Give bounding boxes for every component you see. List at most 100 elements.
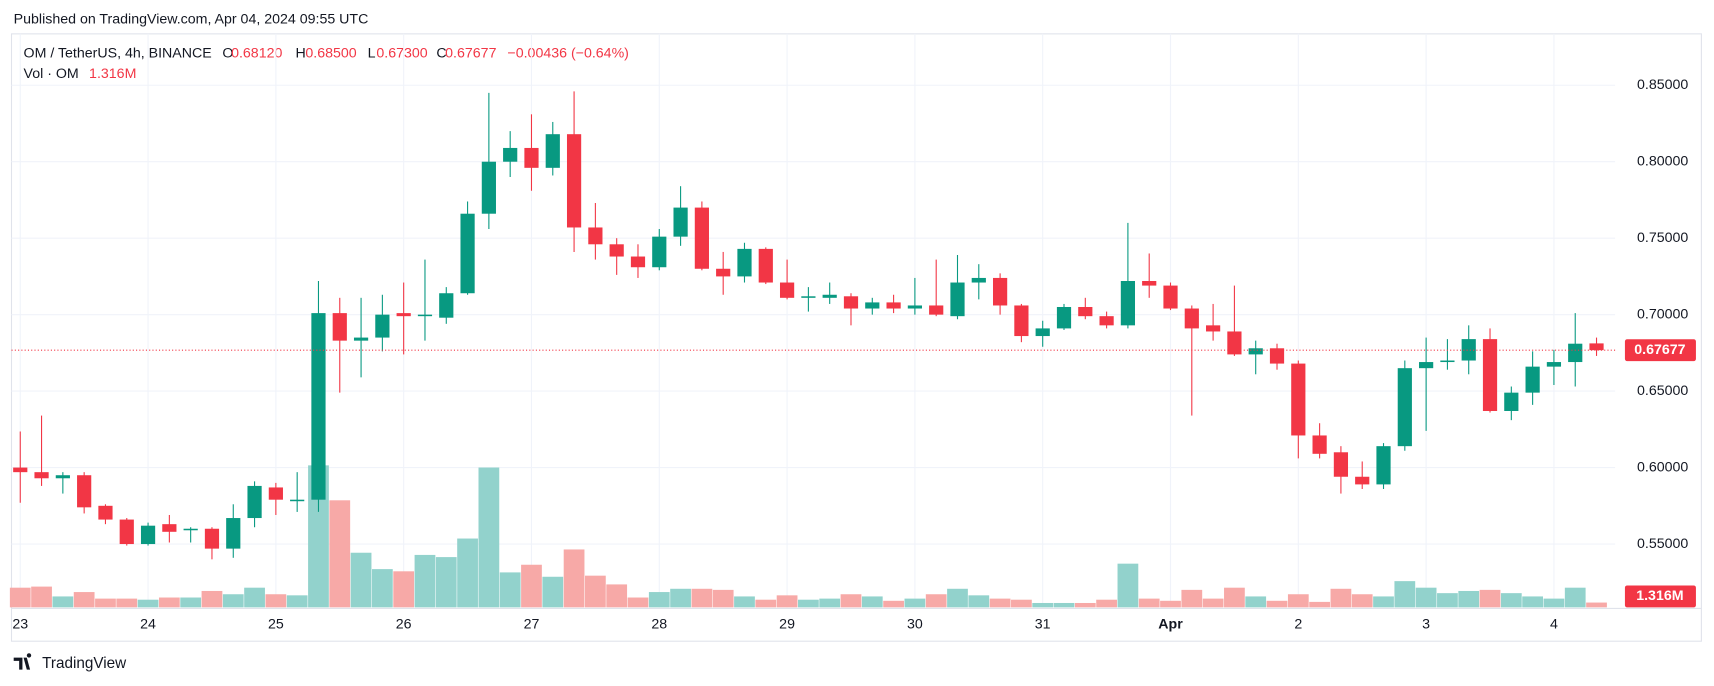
volume-bar [840,594,862,608]
candle-body [332,313,347,341]
last-price-label: 0.67677 [1634,342,1685,358]
volume-bar [1351,594,1373,608]
volume-bar [1586,602,1607,608]
volume-bar [9,587,31,608]
volume-bar [585,575,606,608]
x-tick-label: 26 [396,617,412,633]
candle-body [1099,316,1114,326]
y-tick-label: 0.85000 [1637,77,1688,93]
ohlc-label: C [436,45,446,61]
volume-bar [798,599,819,608]
volume-bar [1437,593,1458,608]
y-tick-label: 0.65000 [1637,383,1688,399]
candle-body [13,467,28,473]
candle-body [1227,331,1242,355]
candle-body [34,472,49,479]
candle-body [417,314,433,317]
y-tick-label: 0.80000 [1637,153,1688,169]
volume-bar [52,596,74,608]
candle-body [1312,435,1327,454]
last-price-box [1624,339,1696,362]
volume-bar [1053,602,1075,608]
candle-body [290,499,305,502]
ohlc-value: 0.67677 [445,45,496,61]
symbol-legend: OM / TetherUS, 4h, BINANCE [24,45,212,61]
volume-bar [563,549,585,608]
volume-bar [648,592,670,608]
candle-body [609,244,624,257]
x-tick-label: 30 [907,617,923,633]
volume-bar [137,599,159,608]
volume-legend-value: 1.316M [89,66,136,82]
y-tick-label: 0.60000 [1637,459,1688,475]
volume-bar [776,595,798,608]
candle-body [268,487,283,500]
volume-bar [308,465,329,608]
volume-bar [925,594,947,608]
candle-body [737,248,752,277]
volume-bar [1181,589,1203,608]
volume-bar [286,595,308,608]
candle-body [652,236,667,268]
volume-bar [1543,598,1565,608]
volume-bar [414,554,436,608]
candle-body [907,305,922,309]
candle-body [716,268,731,277]
volume-bar [1479,589,1501,608]
volume-bar [1500,593,1522,608]
volume-bar [670,588,691,608]
candle-body [1248,348,1263,355]
ohlc-label: H [296,45,306,61]
candle-body [524,147,539,168]
ohlc-value: 0.67300 [376,45,427,61]
volume-bar [1266,600,1288,608]
volume-bar [904,598,926,608]
volume-bar [1096,599,1117,608]
published-note: Published on TradingView.com, Apr 04, 20… [14,11,369,27]
y-tick-label: 0.55000 [1637,536,1688,552]
volume-bar [1330,588,1352,608]
y-tick-label: 0.75000 [1637,230,1688,246]
candle-body [1440,360,1455,363]
volume-value-label: 1.316M [1636,588,1683,604]
candle-body [1376,446,1391,485]
candle-body [1525,366,1540,393]
volume-bar [1117,563,1139,608]
candle-body [1504,392,1519,411]
candle-body [1482,339,1498,411]
candle-body [1589,343,1604,351]
volume-bar [499,572,521,608]
volume-bar [244,587,265,608]
candle-body [1184,308,1199,329]
candle-body [1568,343,1583,363]
x-tick-label: 27 [524,617,540,633]
volume-bar [1287,594,1309,608]
candle-body [162,524,177,532]
volume-bar [712,589,734,608]
candle-body [119,519,134,545]
x-tick-label: 24 [140,617,156,633]
candle-body [566,134,582,228]
volume-bar [1032,602,1054,608]
volume-bar [755,599,777,608]
volume-bar [734,596,755,608]
candle-body [630,256,646,268]
candle-body [1142,280,1157,286]
candle-body [226,518,241,549]
volume-bar [1011,599,1032,608]
volume-bar [606,584,628,608]
ohlc-label: O [222,45,233,61]
candle-body [545,134,560,168]
volume-bar [542,576,564,608]
candle-body [1419,362,1434,369]
candle-body [204,528,220,549]
candle-body [971,277,986,283]
candle-body [1163,285,1178,309]
candle-body [1206,325,1221,332]
candle-body [247,485,262,519]
candle-body [1014,305,1029,337]
candle-body [55,475,70,479]
x-tick-label: 3 [1422,617,1430,633]
volume-bar [265,594,287,608]
volume-bar [95,598,116,608]
